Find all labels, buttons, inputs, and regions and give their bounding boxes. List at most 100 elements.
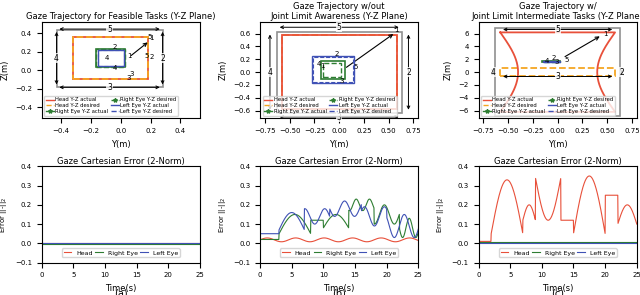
Left Eye xyxy=(328,212,335,215)
Text: 4: 4 xyxy=(54,54,59,63)
Text: 2: 2 xyxy=(620,68,625,77)
Bar xyxy=(56,30,163,87)
Head xyxy=(143,241,151,245)
Title: Gaze Trajectory w/out
Joint Limit Awareness (Y-Z Plane): Gaze Trajectory w/out Joint Limit Awaren… xyxy=(270,2,408,21)
Text: 2: 2 xyxy=(334,51,339,57)
Head xyxy=(350,236,358,240)
Head xyxy=(298,237,305,241)
Right Eye xyxy=(633,241,640,244)
Left Eye xyxy=(297,221,305,224)
Left Eye xyxy=(580,241,588,245)
Text: 1: 1 xyxy=(320,63,324,69)
Right Eye xyxy=(157,242,164,245)
Right Eye xyxy=(365,197,373,201)
Head xyxy=(580,181,588,185)
Text: 1: 1 xyxy=(127,53,132,59)
Left Eye xyxy=(547,241,554,245)
Left Eye xyxy=(79,241,86,245)
Head xyxy=(196,241,204,245)
Line: Left Eye: Left Eye xyxy=(260,201,419,237)
Text: 5: 5 xyxy=(354,64,358,70)
Y-axis label: Error ||-||$_2$: Error ||-||$_2$ xyxy=(217,196,228,232)
Text: 3: 3 xyxy=(556,72,560,81)
Text: 3: 3 xyxy=(107,83,112,92)
Legend: Head, Right Eye, Left Eye: Head, Right Eye, Left Eye xyxy=(499,248,617,258)
Text: 5: 5 xyxy=(145,53,149,59)
Bar xyxy=(543,61,559,62)
X-axis label: Y(m): Y(m) xyxy=(330,140,349,149)
Legend: Head Y-Z actual, Head Y-Z desired, Right Eye Y-Z actual, Right Eye Y-Z desired, : Head Y-Z actual, Head Y-Z desired, Right… xyxy=(44,96,179,116)
Right Eye xyxy=(284,217,292,220)
Head xyxy=(157,241,164,245)
Head xyxy=(328,238,336,242)
Head xyxy=(515,213,523,217)
Right Eye xyxy=(547,241,554,244)
Bar xyxy=(314,57,353,82)
Right Eye xyxy=(256,238,264,241)
Legend: Head, Right Eye, Left Eye: Head, Right Eye, Left Eye xyxy=(280,248,398,258)
Head xyxy=(131,241,139,245)
Legend: Head Y-Z actual, Head Y-Z desired, Right Eye Y-Z actual, Right Eye Y-Z desired, : Head Y-Z actual, Head Y-Z desired, Right… xyxy=(481,96,615,116)
Bar xyxy=(282,35,397,109)
Left Eye xyxy=(284,212,292,216)
Bar xyxy=(73,37,148,78)
Text: 5: 5 xyxy=(107,24,112,34)
Left Eye xyxy=(475,241,483,245)
Title: Gaze Trajectory w/
Joint Limit Intermediate Tasks (Y-Z Plane): Gaze Trajectory w/ Joint Limit Intermedi… xyxy=(472,2,640,21)
Left Eye xyxy=(38,241,45,245)
Left Eye xyxy=(109,241,117,245)
Text: 2: 2 xyxy=(113,44,117,50)
Y-axis label: Error ||-||$_2$: Error ||-||$_2$ xyxy=(435,196,446,232)
Head xyxy=(633,222,640,226)
Left Eye xyxy=(362,206,370,210)
Bar xyxy=(96,49,125,67)
Bar xyxy=(500,68,615,76)
Right Eye xyxy=(502,241,510,244)
Bar xyxy=(98,50,124,66)
Title: Gaze Cartesian Error (2-Norm): Gaze Cartesian Error (2-Norm) xyxy=(275,157,403,165)
Text: 1: 1 xyxy=(603,31,607,37)
Text: (a): (a) xyxy=(114,288,127,295)
Text: 3: 3 xyxy=(129,71,134,77)
Head xyxy=(66,241,74,245)
Left Eye xyxy=(415,227,422,231)
Text: 2: 2 xyxy=(406,68,411,77)
Text: 2: 2 xyxy=(160,54,165,63)
X-axis label: Y(m): Y(m) xyxy=(111,140,131,149)
Bar xyxy=(277,32,401,112)
Head xyxy=(79,241,86,245)
Text: (b): (b) xyxy=(332,288,346,295)
Bar xyxy=(544,61,559,62)
Left Eye xyxy=(390,236,398,239)
X-axis label: Y(m): Y(m) xyxy=(548,140,568,149)
Text: 4: 4 xyxy=(268,68,273,77)
Text: 4: 4 xyxy=(491,68,496,77)
Right Eye xyxy=(515,241,523,244)
Y-axis label: Z(m): Z(m) xyxy=(444,60,453,81)
Text: 4: 4 xyxy=(545,58,549,64)
Left Eye xyxy=(340,199,348,203)
Head xyxy=(278,240,285,244)
Line: Head: Head xyxy=(479,176,637,241)
Left Eye xyxy=(568,241,575,245)
Text: 4: 4 xyxy=(113,65,117,71)
Head xyxy=(38,241,45,245)
Right Eye xyxy=(297,216,305,219)
Left Eye xyxy=(502,241,510,245)
Legend: Head, Right Eye, Left Eye: Head, Right Eye, Left Eye xyxy=(61,248,180,258)
Right Eye xyxy=(328,215,335,218)
Right Eye xyxy=(594,241,602,244)
Right Eye xyxy=(109,242,117,245)
Text: 4: 4 xyxy=(316,61,321,68)
Head xyxy=(594,194,602,198)
Right Eye xyxy=(143,242,151,245)
Head xyxy=(586,174,593,178)
Title: Gaze Trajectory for Feasible Tasks (Y-Z Plane): Gaze Trajectory for Feasible Tasks (Y-Z … xyxy=(26,12,216,21)
Right Eye xyxy=(196,242,204,245)
Right Eye xyxy=(568,241,575,244)
Left Eye xyxy=(633,241,640,245)
Left Eye xyxy=(196,241,204,245)
Left Eye xyxy=(376,214,383,218)
Bar xyxy=(542,61,560,62)
Bar xyxy=(321,60,345,78)
